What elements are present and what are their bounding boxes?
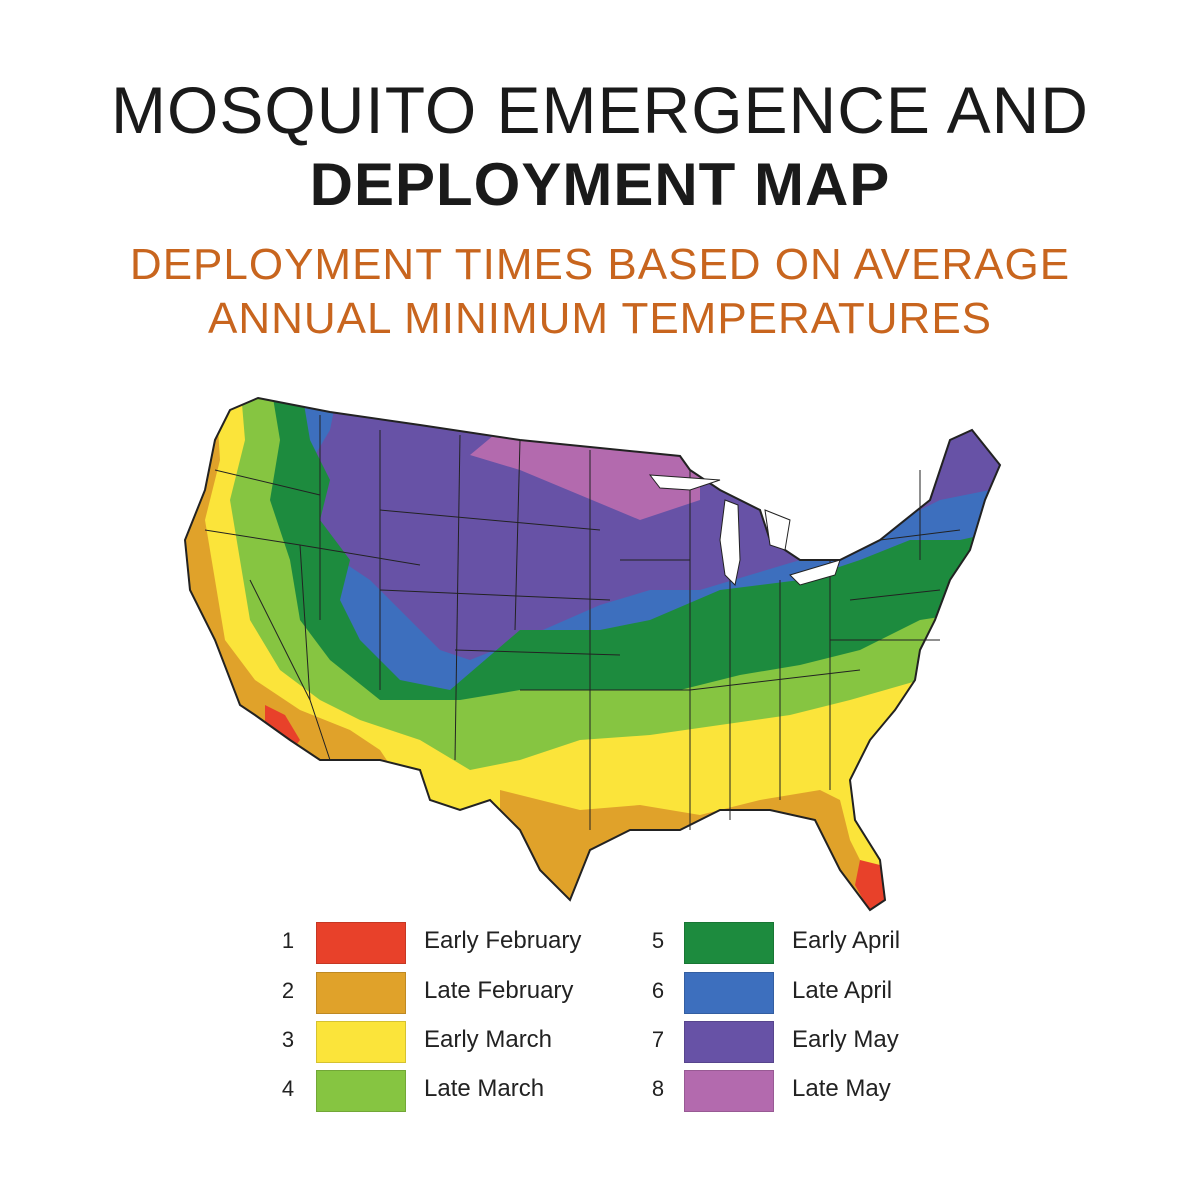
legend-swatch xyxy=(684,1021,774,1063)
legend-swatch xyxy=(316,922,406,964)
legend-swatch xyxy=(684,922,774,964)
page-title-line-2: DEPLOYMENT MAP xyxy=(309,151,891,218)
legend-swatch xyxy=(316,972,406,1014)
subtitle-line-2: ANNUAL MINIMUM TEMPERATURES xyxy=(207,294,993,343)
legend-number: 1 xyxy=(281,928,295,953)
legend-number: 5 xyxy=(651,928,665,953)
legend-swatch xyxy=(316,1070,406,1112)
us-deployment-map xyxy=(183,396,1002,912)
lake-erie xyxy=(789,559,841,586)
lake-huron xyxy=(764,509,791,551)
legend-label: Early May xyxy=(792,1026,899,1053)
legend-number: 6 xyxy=(651,978,665,1003)
lake-michigan xyxy=(719,499,741,587)
legend-number: 8 xyxy=(651,1076,665,1101)
legend-label: Late February xyxy=(424,977,574,1004)
legend-label: Late March xyxy=(424,1075,545,1102)
legend-number: 4 xyxy=(281,1076,295,1101)
legend-label: Late May xyxy=(792,1075,891,1102)
lake-superior xyxy=(648,474,721,491)
legend-swatch xyxy=(684,972,774,1014)
legend-label: Early April xyxy=(792,927,901,954)
legend-label: Late April xyxy=(792,977,893,1004)
subtitle-line-1: DEPLOYMENT TIMES BASED ON AVERAGE xyxy=(129,240,1071,289)
page-title-line-1: MOSQUITO EMERGENCE AND xyxy=(111,73,1089,147)
great-lakes xyxy=(648,474,841,587)
legend-swatch xyxy=(316,1021,406,1063)
legend-number: 3 xyxy=(281,1027,295,1052)
legend-label: Early March xyxy=(424,1026,553,1053)
legend-swatch xyxy=(684,1070,774,1112)
legend-number: 7 xyxy=(651,1027,665,1052)
zone-early-february-south-florida xyxy=(855,860,890,910)
legend-label: Early February xyxy=(424,927,582,954)
legend-number: 2 xyxy=(281,978,295,1003)
